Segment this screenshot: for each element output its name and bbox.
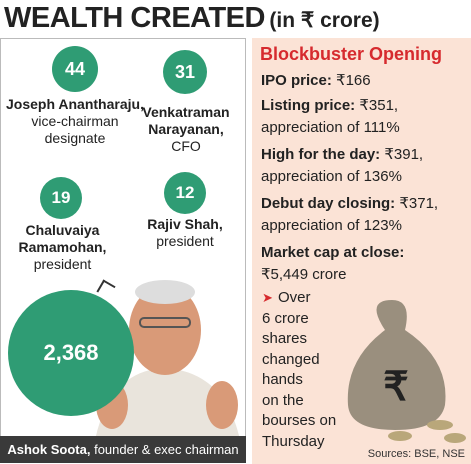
item-value: ₹391,	[384, 146, 424, 163]
item: Market cap at close: ₹5,449 crore	[261, 242, 404, 286]
person-name: Joseph Anantharaju,	[6, 96, 144, 112]
founder-circle: 2,368	[8, 290, 134, 416]
bullet-line: 6 crore	[262, 309, 309, 327]
person: Chaluvaiya Ramamohan, president	[5, 222, 120, 273]
svg-text:₹: ₹	[383, 365, 408, 409]
value-circle: 12	[164, 172, 206, 214]
item-label: High for the day:	[261, 146, 381, 163]
title: WEALTH CREATED	[4, 2, 265, 34]
item-value: ₹371,	[399, 195, 439, 212]
founder-photo	[95, 280, 240, 440]
caption: Ashok Soota, founder & exec chairman	[0, 436, 246, 463]
item: IPO price: ₹166	[261, 70, 371, 92]
panel-title: Blockbuster Opening	[260, 44, 443, 64]
founder-role: founder & exec chairman	[94, 442, 239, 457]
bullet-line: hands	[262, 371, 303, 388]
person-role: CFO	[171, 138, 201, 154]
person: Rajiv Shah, president	[145, 216, 225, 250]
item-value: ₹351,	[359, 97, 399, 114]
item-label: Debut day closing:	[261, 195, 396, 212]
item-label: Market cap at close:	[261, 244, 405, 261]
item-note: appreciation of 136%	[261, 168, 402, 185]
founder-name: Ashok Soota,	[7, 442, 91, 457]
bullet-line: on the	[262, 391, 304, 409]
item-note: appreciation of 123%	[261, 217, 402, 234]
money-bag: ₹	[347, 300, 466, 443]
source: Sources: BSE, NSE	[367, 448, 465, 460]
item-label: Listing price:	[261, 97, 356, 114]
person-role: president	[156, 233, 214, 249]
bullet-line: Over	[278, 289, 311, 306]
item: High for the day: ₹391, appreciation of 1…	[261, 144, 423, 188]
person-name: Chaluvaiya Ramamohan,	[18, 222, 107, 255]
bullet-line: Thursday	[262, 432, 325, 450]
value-circle: 44	[52, 46, 98, 92]
header: WEALTH CREATED (in ₹ crore)	[4, 2, 380, 35]
item-value: ₹166	[336, 72, 371, 89]
person: Venkatraman Narayanan, CFO	[130, 104, 242, 155]
person-role: vice-chairman designate	[31, 113, 119, 146]
item-note: appreciation of 111%	[261, 119, 400, 136]
item-label: IPO price:	[261, 72, 332, 89]
bullet-line: bourses on	[262, 412, 337, 429]
value-circle: 31	[163, 50, 207, 94]
bullet-arrow: ➤	[262, 290, 273, 305]
bullet-line: shares	[262, 330, 308, 347]
bullet-line: changed	[262, 350, 320, 368]
person-role: president	[33, 256, 92, 272]
unit: (in ₹ crore)	[269, 9, 380, 32]
item: Debut day closing: ₹371, appreciation of …	[261, 193, 438, 237]
person-name: Rajiv Shah,	[147, 216, 223, 232]
person-name: Venkatraman Narayanan,	[142, 104, 230, 137]
item: Listing price: ₹351, appreciation of 111%	[261, 95, 400, 139]
item-note: ₹5,449 crore	[261, 266, 347, 283]
value-circle: 19	[40, 177, 82, 219]
person: Joseph Anantharaju, vice-chairman designa…	[5, 96, 145, 147]
